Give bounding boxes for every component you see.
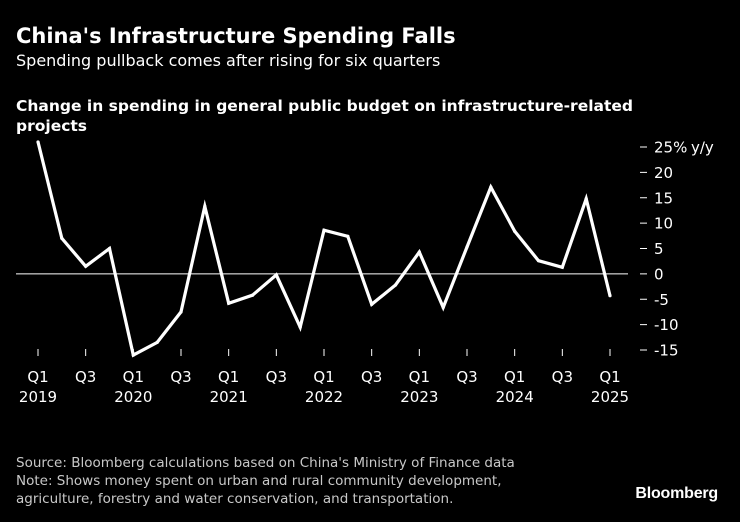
data-point: 2025 Q1: -4.3 — [608, 294, 612, 298]
x-tick-label-quarter: Q3 — [456, 368, 477, 386]
y-tick-label: 5 — [654, 240, 664, 258]
y-tick-label: -10 — [654, 316, 679, 334]
x-tick-label-year: 2020 — [114, 388, 152, 406]
data-point: 2019 Q1: 26 — [36, 140, 40, 144]
x-tick-label-year: 2024 — [496, 388, 534, 406]
x-tick-label-quarter: Q3 — [170, 368, 191, 386]
y-tick-label: -15 — [654, 342, 679, 360]
x-tick-label-quarter: Q1 — [599, 368, 620, 386]
y-tick-label: 15 — [654, 189, 673, 207]
data-point: 2024 Q2: 2.6 — [536, 259, 541, 263]
x-tick-label-quarter: Q1 — [313, 368, 334, 386]
chart-title: China's Infrastructure Spending Falls — [16, 24, 456, 48]
data-point: 2024 Q1: 8.4 — [513, 229, 517, 233]
line-chart: 25% y/y 20 15 10 5 0 -5 -10 -15 Q1 2019 Q3 Q1 2020 Q3 Q1… — [16, 139, 714, 406]
bloomberg-logo: Bloomberg — [635, 485, 718, 502]
series-line — [36, 141, 612, 358]
data-point: 2021 Q4: -10.5 — [298, 325, 302, 329]
x-tick-label-quarter: Q3 — [266, 368, 287, 386]
y-tick-label: 10 — [654, 215, 673, 233]
x-tick-label-year: 2025 — [591, 388, 629, 406]
x-tick-label-quarter: Q3 — [552, 368, 573, 386]
data-point: 2024 Q4: 14.8 — [584, 197, 588, 201]
x-tick-label-quarter: Q1 — [409, 368, 430, 386]
footer-notes: Source: Bloomberg calculations based on … — [16, 454, 515, 508]
note-text-line-2: agriculture, forestry and water conserva… — [16, 491, 454, 507]
y-tick-label: 20 — [654, 164, 673, 182]
y-tick-label: 25% — [654, 139, 687, 157]
data-point: 2024 Q3: 1.3 — [560, 265, 564, 269]
data-point: 2019 Q2: 7 — [60, 236, 64, 240]
data-point: 2019 Q3: 1.5 — [84, 264, 88, 268]
x-tick-label-year: 2019 — [19, 388, 57, 406]
chart-subtitle: Spending pullback comes after rising for… — [16, 51, 441, 70]
data-point: 2022 Q1: 8.6 — [322, 228, 326, 232]
data-point: 2023 Q3: 5.3 — [465, 245, 469, 249]
data-point: 2020 Q1: -16 — [131, 353, 135, 357]
data-point: 2023 Q1: 4.3 — [417, 250, 421, 254]
x-tick-label-quarter: Q3 — [75, 368, 96, 386]
y-tick-label: 0 — [654, 265, 664, 283]
y-tick-label: -5 — [654, 291, 669, 309]
data-point: 2023 Q2: -6.6 — [441, 305, 445, 309]
data-point: 2020 Q2: -13.5 — [155, 340, 159, 344]
x-tick-label-year: 2022 — [305, 388, 343, 406]
note-text-line-1: Note: Shows money spent on urban and rur… — [16, 473, 502, 489]
data-point: 2021 Q3: -0.2 — [274, 273, 278, 277]
data-point: 2022 Q4: -2.2 — [393, 283, 398, 287]
data-point: 2020 Q4: 13.3 — [203, 204, 207, 208]
data-point: 2019 Q4: 5 — [107, 246, 112, 251]
x-tick-label-year: 2021 — [210, 388, 248, 406]
data-point: 2021 Q2: -4.2 — [250, 293, 255, 297]
source-text: Source: Bloomberg calculations based on … — [16, 455, 515, 471]
chart-heading: Change in spending in general public bud… — [16, 97, 633, 135]
data-point: 2021 Q1: -5.8 — [227, 301, 231, 305]
x-tick-label-quarter: Q1 — [504, 368, 525, 386]
data-point: 2023 Q4: 17.1 — [489, 185, 493, 189]
x-tick-label-quarter: Q1 — [218, 368, 239, 386]
x-tick-label-year: 2023 — [400, 388, 438, 406]
x-tick-label-quarter: Q1 — [27, 368, 48, 386]
x-tick-label-quarter: Q1 — [123, 368, 144, 386]
data-point: 2022 Q2: 7.4 — [346, 234, 350, 238]
data-point: 2020 Q3: -7.5 — [179, 310, 183, 314]
y-unit-label: y/y — [691, 139, 714, 157]
data-point: 2022 Q3: -6 — [370, 302, 374, 306]
x-tick-label-quarter: Q3 — [361, 368, 382, 386]
